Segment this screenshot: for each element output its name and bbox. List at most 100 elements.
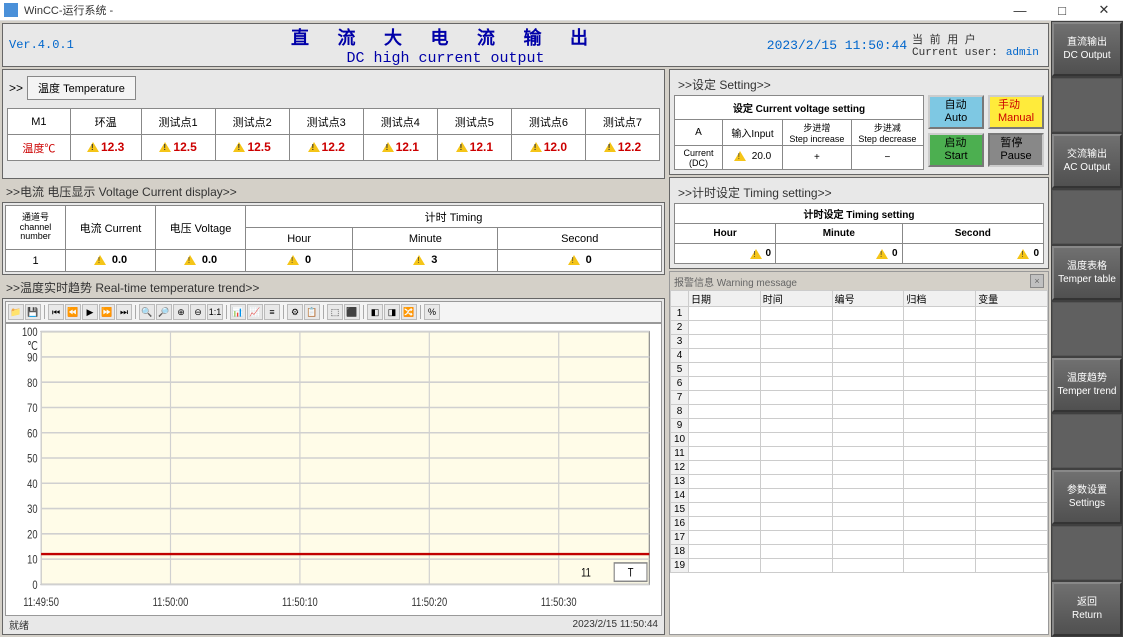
header-bar: Ver.4.0.1 直 流 大 电 流 输 出 DC high current … (2, 23, 1049, 67)
toolbar-icon[interactable]: ◨ (384, 304, 400, 320)
warn-col: 变量 (976, 291, 1048, 307)
temp-header: 测试点3 (289, 109, 363, 135)
toolbar-icon[interactable]: ⚙ (287, 304, 303, 320)
sidebar-item[interactable]: 参数设置Settings (1052, 470, 1122, 524)
auto-button[interactable]: 自动 Auto (928, 95, 984, 129)
temp-header: 环温 (70, 109, 141, 135)
sidebar-item[interactable]: 温度表格Temper table (1052, 246, 1122, 300)
manual-button[interactable]: 手动 Manual (988, 95, 1044, 129)
warn-col: 日期 (689, 291, 761, 307)
minimize-button[interactable]: — (1005, 0, 1035, 20)
warning-icon (287, 255, 299, 265)
warning-icon (568, 255, 580, 265)
warn-rownum: 8 (671, 405, 689, 419)
vc-ch-header: 通道号 channel number (6, 206, 66, 250)
timing-panel: >>计时设定 Timing setting>> 计时设定 Timing sett… (669, 177, 1049, 269)
warning-icon (94, 255, 106, 265)
step-decrease-button[interactable]: − (851, 146, 923, 170)
sidebar-blank (1052, 302, 1122, 356)
warn-col: 归档 (904, 291, 976, 307)
col-input: 输入Input (723, 120, 783, 146)
vc-sec-value: 0 (586, 254, 592, 266)
toolbar-icon[interactable]: 📁 (8, 304, 24, 320)
warning-icon (308, 142, 320, 152)
temperature-panel: >> 温度 Temperature M1环温测试点1测试点2测试点3测试点4测试… (2, 69, 665, 179)
warn-col: 编号 (832, 291, 904, 307)
start-button[interactable]: 启动 Start (928, 133, 984, 167)
toolbar-icon[interactable]: 🔍 (139, 304, 155, 320)
trend-status: 就绪 (9, 617, 29, 632)
svg-text:10: 10 (27, 554, 37, 567)
vc-min-value: 3 (431, 254, 437, 266)
toolbar-icon[interactable]: 🔎 (156, 304, 172, 320)
temperature-tab[interactable]: 温度 Temperature (27, 76, 136, 100)
svg-text:70: 70 (27, 402, 37, 415)
timing-header: 计时设定 Timing setting (675, 204, 1044, 224)
warn-rownum: 11 (671, 447, 689, 461)
toolbar-icon[interactable]: 💾 (25, 304, 41, 320)
svg-text:11: 11 (581, 567, 591, 580)
sidebar-item[interactable]: 直流输出DC Output (1052, 22, 1122, 76)
close-button[interactable]: ✕ (1089, 0, 1119, 20)
warning-title: 报警信息 Warning message (674, 274, 797, 289)
sidebar-blank (1052, 190, 1122, 244)
svg-text:80: 80 (27, 377, 37, 390)
vc-sec-header: Second (498, 228, 662, 250)
sidebar: 直流输出DC Output 交流输出AC Output 温度表格Temper tab… (1051, 21, 1123, 637)
toolbar-icon[interactable]: 📋 (304, 304, 320, 320)
timing-col: Minute (776, 224, 902, 244)
trend-title: >>温度实时趋势 Real-time temperature trend>> (2, 277, 665, 298)
timing-col: Second (902, 224, 1043, 244)
vc-title: >>电流 电压显示 Voltage Current display>> (2, 181, 665, 202)
warning-icon (876, 249, 888, 259)
warning-icon (233, 142, 245, 152)
sidebar-item[interactable]: 交流输出AC Output (1052, 134, 1122, 188)
toolbar-icon[interactable]: % (424, 304, 440, 320)
toolbar-icon[interactable]: 1:1 (207, 304, 223, 320)
cur-label: Current (DC) (675, 146, 723, 170)
pause-button[interactable]: 暂停 Pause (988, 133, 1044, 167)
toolbar-icon[interactable]: ◧ (367, 304, 383, 320)
sidebar-item[interactable]: 温度趋势Temper trend (1052, 358, 1122, 412)
setting-title: >>设定 Setting>> (674, 74, 1044, 95)
toolbar-icon[interactable]: ⏪ (65, 304, 81, 320)
toolbar-icon[interactable]: 📈 (247, 304, 263, 320)
toolbar-icon[interactable]: ⬛ (344, 304, 360, 320)
temp-row-label: 温度℃ (8, 135, 71, 161)
toolbar-icon[interactable]: ≡ (264, 304, 280, 320)
page-title-cn: 直 流 大 电 流 输 出 (129, 24, 762, 50)
maximize-button[interactable]: □ (1047, 0, 1077, 20)
toolbar-icon[interactable]: ⊕ (173, 304, 189, 320)
svg-text:60: 60 (27, 427, 37, 440)
toolbar-icon[interactable]: ⏩ (99, 304, 115, 320)
warning-close-button[interactable]: × (1030, 274, 1044, 288)
vc-min-header: Minute (353, 228, 498, 250)
svg-text:11:50:10: 11:50:10 (282, 596, 318, 609)
warning-icon (1017, 249, 1029, 259)
warn-col: 时间 (760, 291, 832, 307)
warn-rownum: 5 (671, 363, 689, 377)
toolbar-icon[interactable]: ⏭ (116, 304, 132, 320)
setting-panel: >>设定 Setting>> 设定 Current voltage settin… (669, 69, 1049, 175)
toolbar-icon[interactable]: ⊖ (190, 304, 206, 320)
toolbar-icon[interactable]: ▶ (82, 304, 98, 320)
window-title: WinCC-运行系统 - (24, 2, 1005, 18)
warning-icon (382, 142, 394, 152)
warn-rownum: 15 (671, 503, 689, 517)
expand-icon: >> (9, 81, 23, 95)
warning-icon (184, 255, 196, 265)
col-a: A (675, 120, 723, 146)
sidebar-blank (1052, 78, 1122, 132)
col-dec: 步进减 Step decrease (851, 120, 923, 146)
toolbar-icon[interactable]: ⏮ (48, 304, 64, 320)
svg-text:0: 0 (32, 579, 37, 592)
toolbar-icon[interactable]: 🔀 (401, 304, 417, 320)
warn-rownum: 12 (671, 461, 689, 475)
warn-rownum: 3 (671, 335, 689, 349)
svg-text:90: 90 (27, 351, 37, 364)
toolbar-icon[interactable]: ⬚ (327, 304, 343, 320)
step-increase-button[interactable]: + (783, 146, 852, 170)
svg-text:50: 50 (27, 452, 37, 465)
toolbar-icon[interactable]: 📊 (230, 304, 246, 320)
sidebar-item[interactable]: 返回Return (1052, 582, 1122, 636)
